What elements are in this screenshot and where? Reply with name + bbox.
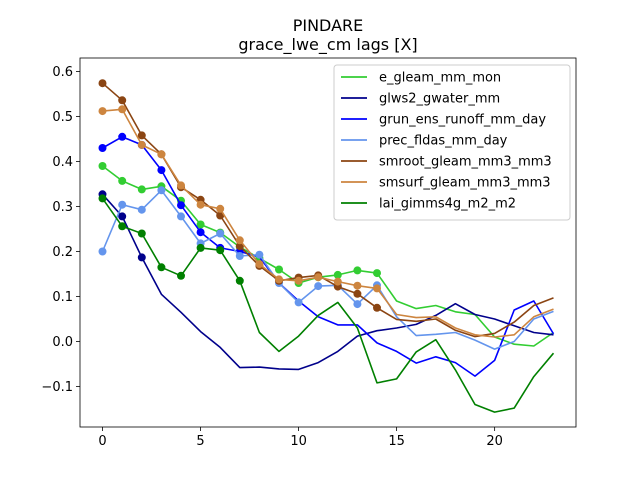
data-point-prec_fldas_mm_day [118, 200, 127, 209]
data-point-grun_ens_runoff_mm_day [118, 132, 127, 141]
data-point-lai_gimms4g_m2_m2 [235, 276, 244, 285]
legend: e_gleam_mm_mon glws2_gwater_mm grun_ens_ru… [333, 64, 571, 221]
legend-label-smroot_gleam_mm3_mm3: smroot_gleam_mm3_mm3 [379, 155, 552, 170]
axes-layer: 0 5 10 15 20 −0.1 0.0 0.1 0.2 0.3 0.4 0.5 0.6 [41, 57, 577, 449]
data-point-smsurf_gleam_mm3_mm3 [216, 204, 225, 213]
data-point-prec_fldas_mm_day [235, 252, 244, 260]
data-point-lai_gimms4g_m2_m2 [196, 243, 205, 252]
data-point-grun_ens_runoff_mm_day [157, 166, 166, 175]
data-point-smroot_gleam_mm3_mm3 [235, 242, 244, 251]
data-point-smroot_gleam_mm3_mm3 [98, 79, 107, 88]
series-line-prec_fldas_mm_day [101, 189, 554, 350]
legend-box [333, 64, 571, 221]
data-point-smsurf_gleam_mm3_mm3 [235, 236, 244, 245]
data-point-e_gleam_mm_mon [353, 266, 362, 275]
data-point-prec_fldas_mm_day [98, 247, 107, 256]
x-tick-label: 0 [98, 434, 106, 449]
data-point-e_gleam_mm_mon [333, 270, 342, 279]
legend-label-prec_fldas_mm_day: prec_fldas_mm_day [379, 134, 508, 149]
data-point-smsurf_gleam_mm3_mm3 [177, 181, 185, 190]
data-point-glws2_gwater_mm [118, 212, 127, 221]
data-point-grun_ens_runoff_mm_day [196, 228, 205, 237]
data-point-smsurf_gleam_mm3_mm3 [255, 260, 264, 269]
data-point-prec_fldas_mm_day [353, 300, 362, 309]
legend-label-glws2_gwater_mm: glws2_gwater_mm [379, 92, 500, 107]
data-point-smsurf_gleam_mm3_mm3 [196, 200, 205, 209]
data-point-e_gleam_mm_mon [98, 162, 107, 170]
data-point-smroot_gleam_mm3_mm3 [373, 303, 381, 312]
data-point-smsurf_gleam_mm3_mm3 [157, 150, 166, 159]
series-line-glws2_gwater_mm [101, 193, 554, 371]
y-tick-label: 0.6 [52, 65, 73, 80]
chart-subtitle: grace_lwe_cm lags [X] [238, 35, 417, 55]
data-point-prec_fldas_mm_day [216, 229, 225, 238]
data-point-smroot_gleam_mm3_mm3 [137, 131, 146, 140]
data-point-smsurf_gleam_mm3_mm3 [373, 284, 381, 293]
data-point-grun_ens_runoff_mm_day [98, 144, 107, 152]
data-point-glws2_gwater_mm [137, 253, 146, 262]
y-tick-label: 0.5 [52, 110, 73, 125]
data-point-lai_gimms4g_m2_m2 [157, 263, 166, 272]
series-line-grun_ens_runoff_mm_day [102, 136, 555, 377]
data-point-prec_fldas_mm_day [294, 298, 303, 307]
data-point-lai_gimms4g_m2_m2 [137, 229, 146, 238]
data-point-e_gleam_mm_mon [196, 220, 205, 229]
y-tick-label: 0.0 [52, 335, 73, 350]
data-point-lai_gimms4g_m2_m2 [98, 194, 107, 203]
data-point-prec_fldas_mm_day [177, 212, 185, 221]
x-tick-label: 15 [388, 434, 405, 449]
plot-frame [79, 57, 577, 428]
data-point-prec_fldas_mm_day [314, 282, 323, 291]
data-point-prec_fldas_mm_day [157, 186, 166, 195]
data-point-smroot_gleam_mm3_mm3 [118, 96, 127, 105]
data-point-e_gleam_mm_mon [373, 269, 381, 278]
data-point-e_gleam_mm_mon [275, 265, 283, 274]
data-point-lai_gimms4g_m2_m2 [216, 246, 225, 255]
data-point-lai_gimms4g_m2_m2 [177, 271, 185, 280]
data-point-smsurf_gleam_mm3_mm3 [275, 275, 283, 284]
legend-label-grun_ens_runoff_mm_day: grun_ens_runoff_mm_day [379, 113, 546, 128]
x-tick-label: 20 [486, 434, 503, 449]
data-point-lai_gimms4g_m2_m2 [118, 222, 127, 231]
x-tick-label: 5 [196, 434, 204, 449]
legend-label-lai_gimms4g_m2_m2: lai_gimms4g_m2_m2 [379, 197, 516, 212]
data-point-prec_fldas_mm_day [137, 205, 146, 214]
legend-label-e_gleam_mm_mon: e_gleam_mm_mon [379, 71, 501, 86]
y-tick-label: 0.3 [52, 200, 73, 215]
data-point-smsurf_gleam_mm3_mm3 [333, 277, 342, 286]
chart-title: PINDARE [293, 16, 364, 35]
data-point-smsurf_gleam_mm3_mm3 [118, 105, 127, 114]
data-point-smroot_gleam_mm3_mm3 [353, 289, 362, 298]
data-point-smsurf_gleam_mm3_mm3 [294, 276, 303, 285]
data-point-e_gleam_mm_mon [137, 185, 146, 194]
x-tick-label: 10 [290, 434, 307, 449]
series-line-smsurf_gleam_mm3_mm3 [102, 108, 554, 338]
y-tick-label: −0.1 [41, 380, 73, 395]
y-tick-label: 0.2 [52, 245, 73, 260]
data-point-smsurf_gleam_mm3_mm3 [353, 281, 362, 290]
data-point-smsurf_gleam_mm3_mm3 [137, 140, 146, 149]
data-point-grun_ens_runoff_mm_day [177, 201, 185, 210]
series-layer [98, 79, 555, 413]
data-point-e_gleam_mm_mon [118, 176, 127, 185]
data-point-prec_fldas_mm_day [255, 250, 264, 259]
data-point-smsurf_gleam_mm3_mm3 [98, 107, 107, 116]
y-tick-label: 0.1 [52, 290, 73, 305]
legend-label-smsurf_gleam_mm3_mm3: smsurf_gleam_mm3_mm3 [379, 176, 551, 191]
y-tick-label: 0.4 [52, 155, 73, 170]
data-point-smsurf_gleam_mm3_mm3 [314, 273, 323, 282]
